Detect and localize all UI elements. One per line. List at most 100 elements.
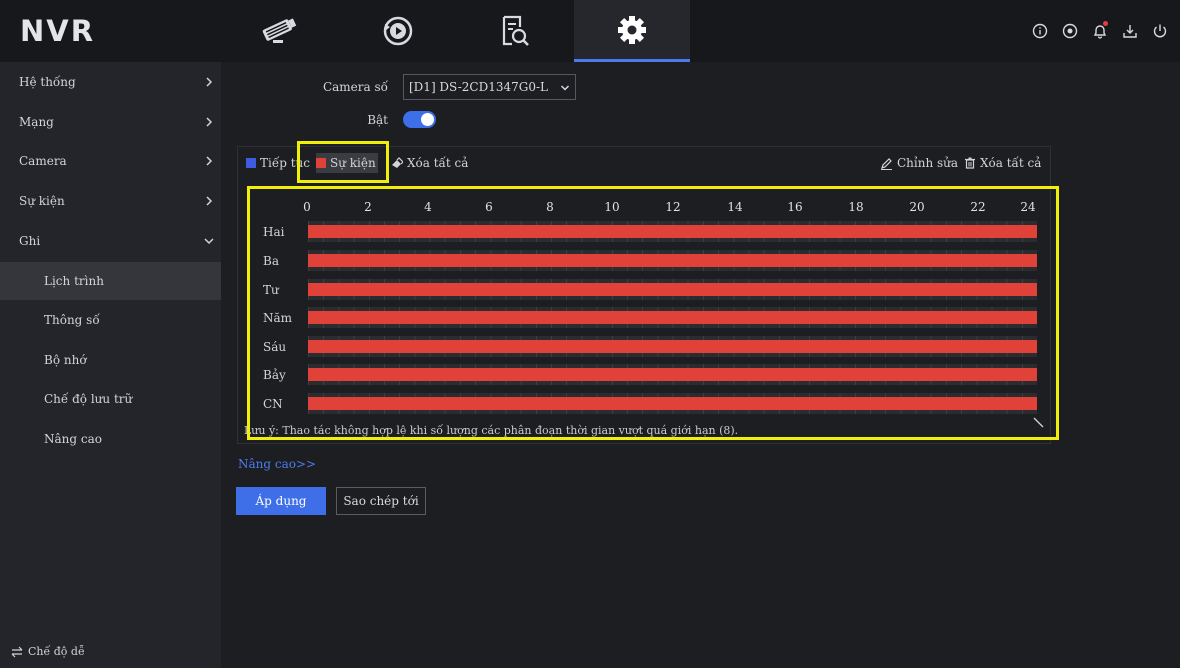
alarm-icon[interactable] xyxy=(1090,21,1110,41)
legend-event-label: Sự kiện xyxy=(330,156,376,170)
day-label: Bảy xyxy=(263,368,286,382)
day-label: Ba xyxy=(263,254,279,268)
resize-handle-icon[interactable] xyxy=(1032,416,1044,428)
hour-label: 18 xyxy=(848,200,864,214)
hour-label: 14 xyxy=(727,200,743,214)
tab-playback[interactable] xyxy=(340,0,456,62)
event-segment[interactable] xyxy=(308,225,1037,238)
sidebar-item-schedule[interactable]: Lịch trình xyxy=(0,262,221,300)
edit-label: Chỉnh sửa xyxy=(897,156,959,170)
day-label: Tư xyxy=(263,283,279,297)
hour-label: 24 xyxy=(1020,200,1036,214)
event-segment[interactable] xyxy=(308,340,1037,353)
event-segment[interactable] xyxy=(308,283,1037,296)
sidebar-item-label: Lịch trình xyxy=(44,274,104,288)
sidebar-item-parameters[interactable]: Thông số xyxy=(0,301,221,339)
sidebar-item-label: Camera xyxy=(19,154,67,168)
chevron-right-icon xyxy=(206,156,213,166)
highlight-schedule-grid xyxy=(247,186,1059,440)
sidebar-item-event[interactable]: Sự kiện xyxy=(0,182,221,220)
chevron-right-icon xyxy=(206,77,213,87)
clear-all-button[interactable]: Xóa tất cả xyxy=(964,156,1041,170)
chevron-down-icon xyxy=(560,85,570,91)
toggle-knob xyxy=(421,113,434,126)
sidebar-item-label: Hệ thống xyxy=(19,75,76,89)
sidebar-item-camera[interactable]: Camera xyxy=(0,142,221,180)
sidebar-item-storage-mode[interactable]: Chế độ lưu trữ xyxy=(0,380,221,418)
event-legend-bg xyxy=(316,153,378,173)
playback-icon xyxy=(383,16,413,46)
event-swatch xyxy=(316,158,326,168)
hour-label: 12 xyxy=(665,200,681,214)
clear-all-label: Xóa tất cả xyxy=(980,156,1042,170)
chevron-right-icon xyxy=(206,196,213,206)
sidebar: Hệ thống Mạng Camera Sự kiện Ghi Lịch tr… xyxy=(0,62,221,668)
easy-mode-switch[interactable]: Chế độ dễ xyxy=(11,645,85,658)
easy-mode-label: Chế độ dễ xyxy=(28,645,85,658)
sidebar-item-record[interactable]: Ghi xyxy=(0,222,221,260)
tab-search[interactable] xyxy=(457,0,573,62)
sidebar-item-label: Ghi xyxy=(19,234,41,248)
hour-label: 6 xyxy=(485,200,493,214)
sidebar-item-label: Nâng cao xyxy=(44,432,102,446)
camera-label: Camera số xyxy=(322,80,388,94)
tab-live-view[interactable] xyxy=(222,0,338,62)
day-label: CN xyxy=(263,397,283,411)
sidebar-item-network[interactable]: Mạng xyxy=(0,103,221,141)
copy-to-button[interactable]: Sao chép tới xyxy=(336,487,426,515)
event-segment[interactable] xyxy=(308,254,1037,267)
day-label: Hai xyxy=(263,225,285,239)
gear-icon xyxy=(618,15,646,44)
hour-label: 22 xyxy=(970,200,986,214)
power-icon[interactable] xyxy=(1150,21,1170,41)
continuous-swatch xyxy=(246,158,256,168)
sidebar-item-advanced[interactable]: Nâng cao xyxy=(0,420,221,458)
legend-clear[interactable]: Xóa tất cả xyxy=(391,156,468,170)
hour-label: 4 xyxy=(424,200,432,214)
info-icon[interactable] xyxy=(1030,21,1050,41)
legend-clear-label: Xóa tất cả xyxy=(407,156,469,170)
hour-label: 2 xyxy=(364,200,372,214)
top-bar: NVR xyxy=(0,0,1180,62)
highlight-event-legend xyxy=(297,141,389,183)
enable-label: Bật xyxy=(367,113,388,127)
hour-label: 20 xyxy=(909,200,925,214)
edit-button[interactable]: Chỉnh sửa xyxy=(880,156,958,170)
sidebar-item-system[interactable]: Hệ thống xyxy=(0,63,221,101)
hour-label: 8 xyxy=(546,200,554,214)
legend-event[interactable]: Sự kiện xyxy=(316,156,376,170)
hour-label: 16 xyxy=(787,200,803,214)
camera-select[interactable]: [D1] DS-2CD1347G0-L xyxy=(403,74,576,100)
enable-toggle[interactable] xyxy=(403,111,436,128)
sidebar-item-label: Chế độ lưu trữ xyxy=(44,392,133,406)
download-icon[interactable] xyxy=(1120,21,1140,41)
trash-icon xyxy=(965,157,975,169)
record-icon[interactable] xyxy=(1060,21,1080,41)
tab-settings[interactable] xyxy=(574,0,690,62)
hour-label: 10 xyxy=(604,200,620,214)
search-file-icon xyxy=(502,15,529,46)
app-logo: NVR xyxy=(20,14,96,48)
chevron-right-icon xyxy=(206,117,213,127)
camera-select-value: [D1] DS-2CD1347G0-L xyxy=(409,80,548,94)
pencil-icon xyxy=(881,157,892,170)
schedule-panel xyxy=(237,146,1051,444)
switch-arrows-icon xyxy=(11,646,23,657)
event-segment[interactable] xyxy=(308,368,1037,381)
hour-label: 0 xyxy=(303,200,311,214)
event-segment[interactable] xyxy=(308,311,1037,324)
sidebar-item-label: Sự kiện xyxy=(19,194,65,208)
eraser-icon xyxy=(392,157,403,168)
advanced-link[interactable]: Nâng cao>> xyxy=(238,457,317,471)
status-icons xyxy=(1030,21,1170,41)
sidebar-item-label: Bộ nhớ xyxy=(44,353,87,367)
apply-button[interactable]: Áp dụng xyxy=(236,487,326,515)
chevron-down-icon xyxy=(204,238,214,245)
alarm-badge xyxy=(1103,21,1108,26)
day-label: Năm xyxy=(263,311,293,325)
event-segment[interactable] xyxy=(308,397,1037,410)
camera-icon xyxy=(262,18,297,43)
sidebar-item-label: Thông số xyxy=(44,313,100,327)
schedule-note: Lưu ý: Thao tác không hợp lệ khi số lượn… xyxy=(244,424,739,437)
sidebar-item-storage[interactable]: Bộ nhớ xyxy=(0,341,221,379)
